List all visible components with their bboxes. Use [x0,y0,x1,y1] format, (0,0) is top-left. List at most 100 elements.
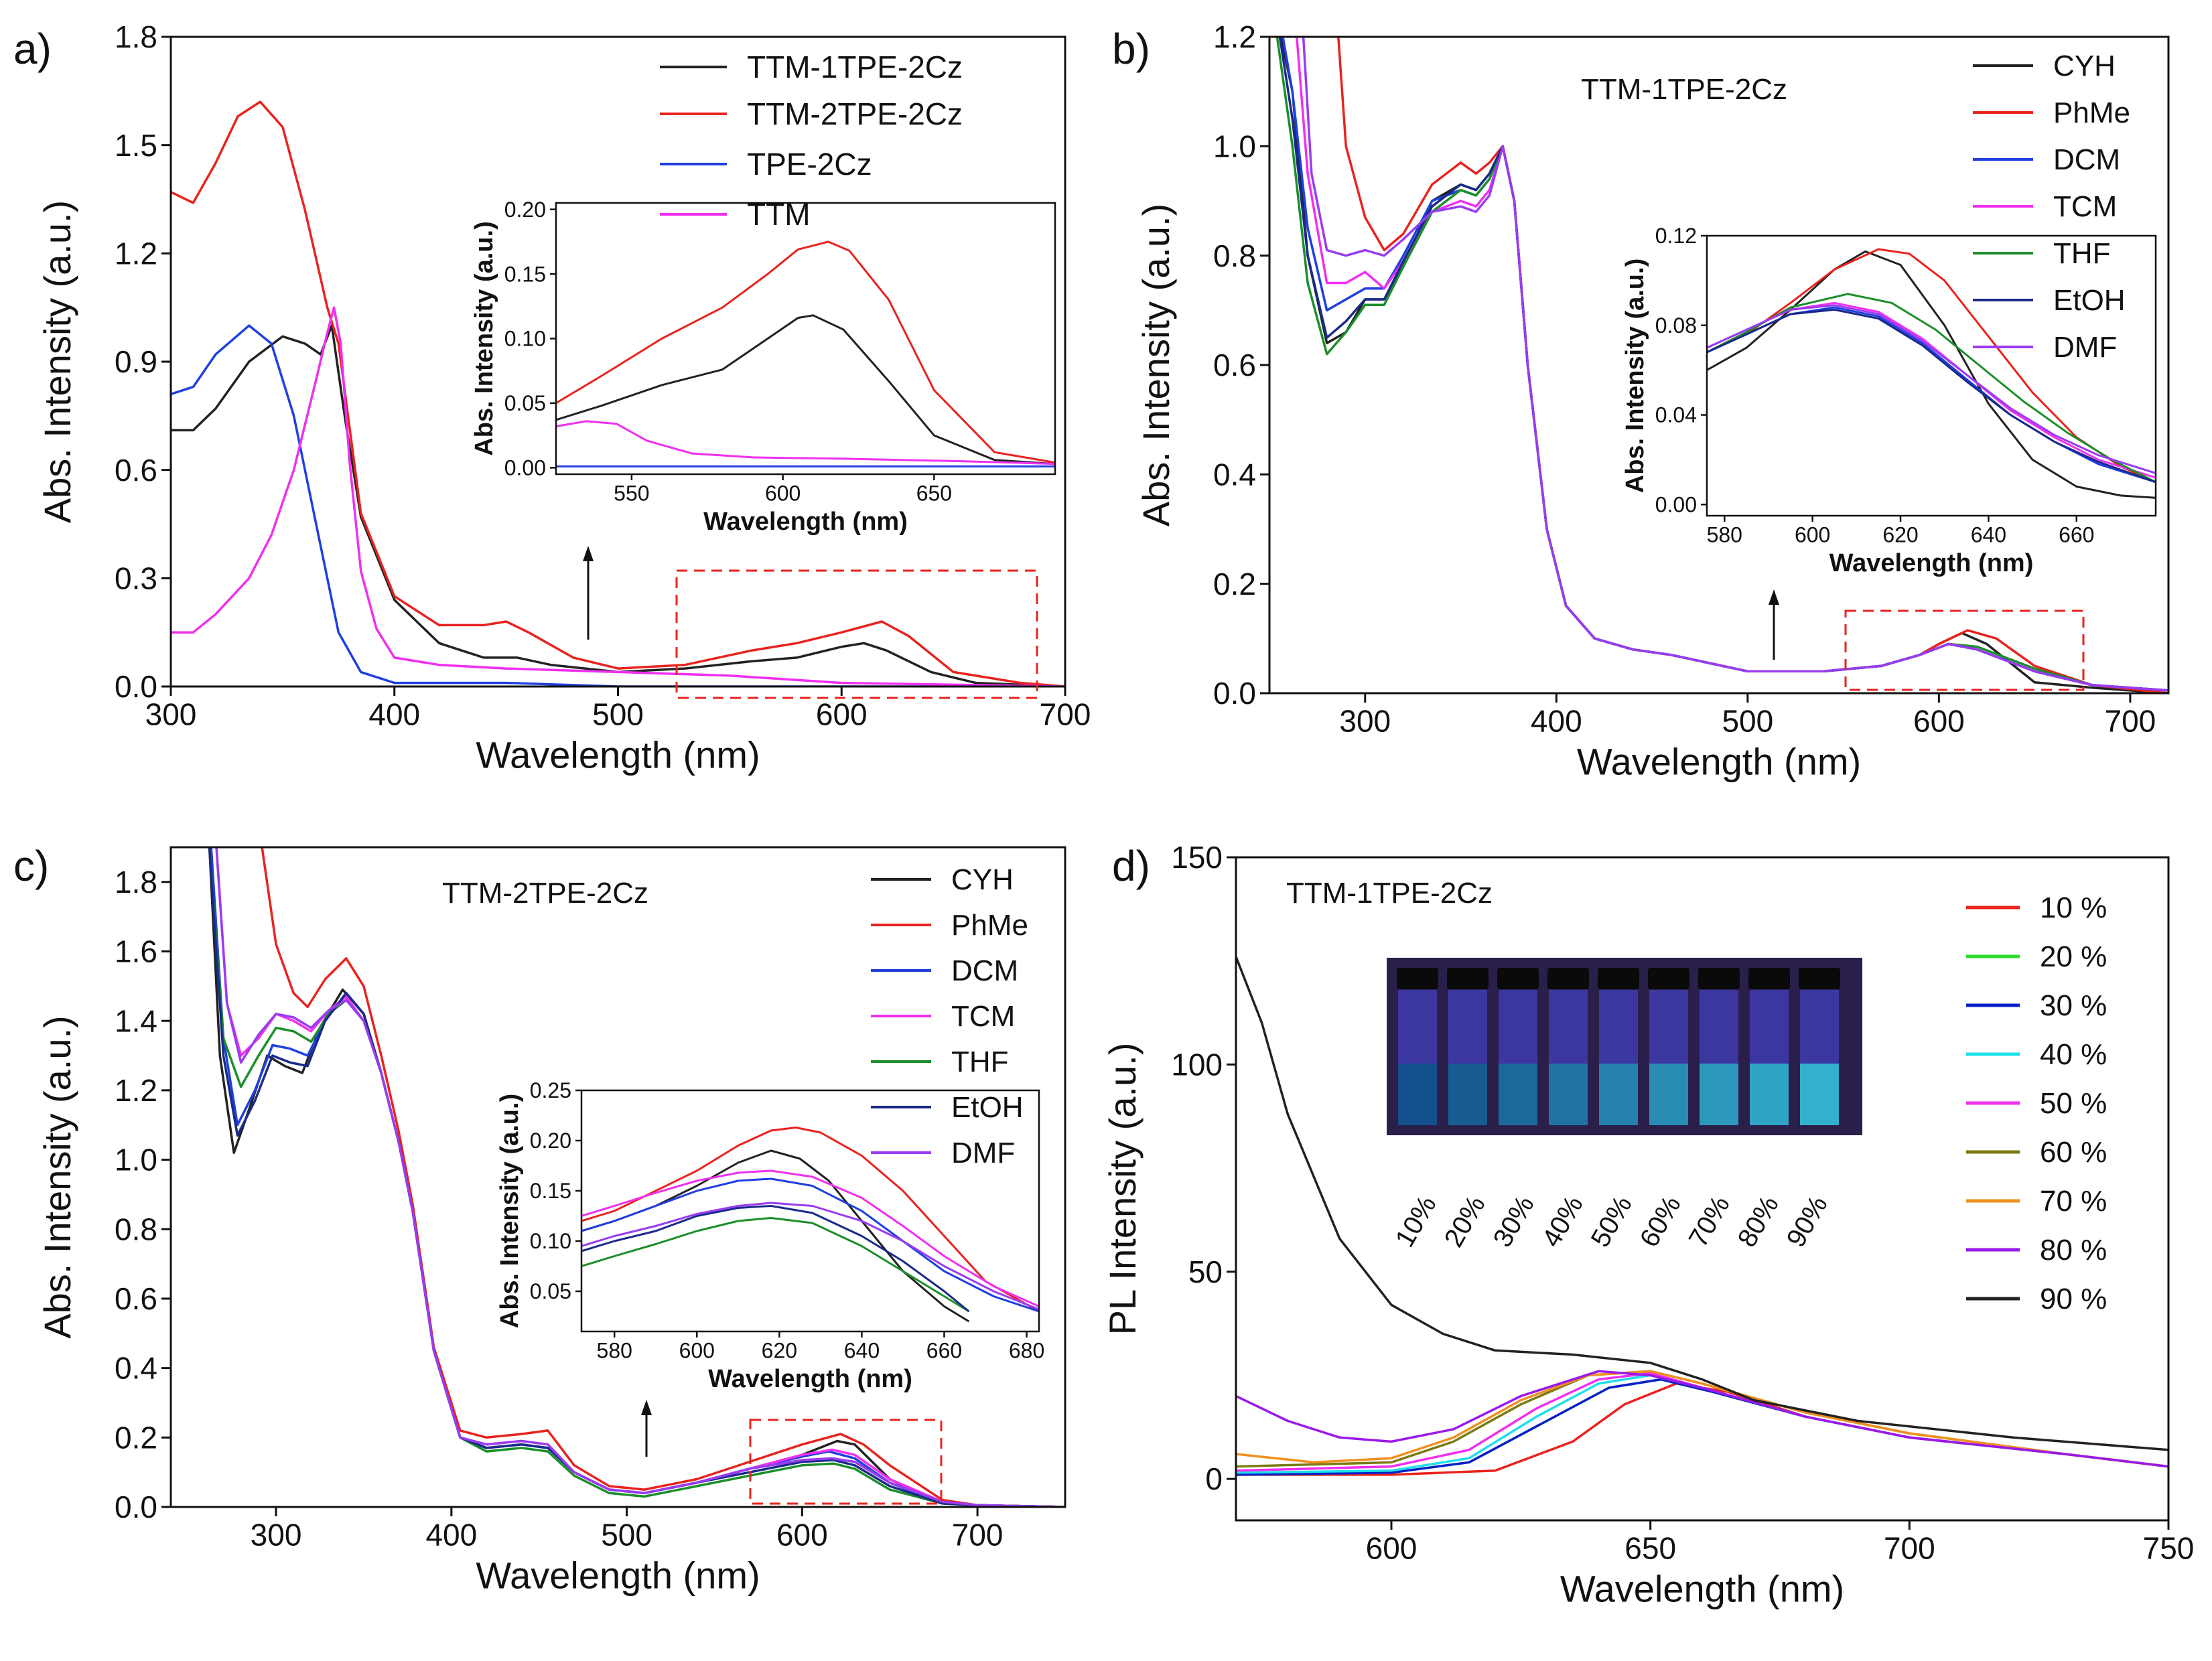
x-axis-label: Wavelength (nm) [1560,1568,1844,1610]
y-tick-label: 0.0 [115,1490,157,1524]
y-tick-label: 0.9 [115,344,157,379]
vial-cap [1598,968,1639,989]
x-tick-label: 500 [1722,704,1773,739]
series-line-tpe-2cz [171,324,1065,687]
plot-frame [169,846,1066,1508]
legend-label: 20 % [2040,940,2107,973]
y-tick-label: 0.05 [504,391,546,415]
x-axis-label: Wavelength (nm) [703,508,908,536]
y-tick-label: 0.0 [115,669,157,704]
vial-solution [1499,1064,1537,1125]
series-line-etoh [208,847,1065,1507]
x-tick-label: 400 [368,697,420,732]
series-line-tcm [581,1169,1039,1307]
photo-label: 90% [1781,1191,1834,1252]
vial-photo [1387,958,1862,1135]
series-line-ttm [171,306,1065,687]
series-line-ttm-1tpe-2cz [171,324,1065,687]
y-axis-label: Abs. Intensity (a.u.) [36,1015,78,1338]
series-line-thf [208,847,1065,1507]
vial [1698,968,1740,1125]
x-tick-label: 750 [2143,1531,2195,1566]
x-tick-label: 300 [1339,704,1391,739]
photo-label: 50% [1586,1191,1638,1252]
x-tick-label: 620 [762,1338,797,1362]
photo-label: 70% [1683,1191,1736,1252]
vial-glass [1549,990,1588,1064]
panel-a-legend: TTM-1TPE-2Cz TTM-2TPE-2Cz TPE-2Cz TTM [660,50,963,232]
series-line-dmf [215,847,1065,1507]
panel-a-zoom-box [675,569,1038,699]
legend-label: 60 % [2040,1136,2107,1169]
y-tick-label: 0.12 [1655,224,1697,248]
vial [1547,968,1589,1125]
x-axis-label: Wavelength (nm) [476,1555,760,1597]
y-tick-label: 0.0 [1213,676,1256,711]
y-tick-label: 1.8 [115,865,157,899]
legend-label: THF [951,1045,1009,1078]
inset-background [581,1090,1039,1331]
inset-plot: 580 600 620 640 660 680 0.05 0.10 0.15 0.20 0.25 Wa… [496,1078,1044,1393]
legend-label: PhMe [2053,96,2130,129]
series-line-dmf [581,1202,1039,1311]
vial-solution [1549,1064,1588,1125]
panel-d-label: d) [1112,842,1150,890]
series-group [1707,248,2156,499]
y-tick-label: 0.00 [1655,492,1697,516]
x-tick-label: 500 [592,697,644,732]
panel-b-arrow-head [1769,589,1779,605]
vial [1598,968,1639,1125]
y-axis-label: Abs. Intensity (a.u.) [470,221,498,455]
y-tick-label: 1.2 [115,236,157,271]
y-tick-label: 150 [1171,840,1223,875]
y-axis-label: Abs. Intensity (a.u.) [1135,204,1177,526]
vial-solution [1700,1064,1738,1125]
vial [1748,968,1790,1125]
panel-c: c) 300 400 500 600 700 0.0 0.2 0.4 0.6 0.8 1.0 1.2 1… [13,842,1066,1597]
inset-background [556,203,1055,474]
plot-frame [1235,856,2170,1522]
panel-b-title: TTM-1TPE-2Cz [1581,73,1787,106]
series-line-dcm [581,1177,1039,1313]
series-group [556,240,1055,467]
series-group [171,100,1065,687]
legend-label: DMF [951,1137,1015,1169]
x-tick-label: 300 [145,697,197,732]
y-tick-label: 0.04 [1655,403,1697,427]
y-tick-label: 0.4 [1213,457,1256,492]
y-tick-label: 0.6 [115,453,157,488]
y-tick-label: 0.6 [115,1281,157,1316]
y-tick-label: 0.20 [504,198,546,222]
y-tick-label: 0.15 [504,262,546,286]
legend-label: 90 % [2040,1283,2107,1315]
series-line-20- [1236,1378,2168,1476]
series-line-90- [1236,956,2168,1451]
x-tick-label: 400 [1531,704,1582,739]
y-tick-label: 0.10 [530,1229,571,1253]
x-tick-label: 600 [765,481,801,505]
x-tick-label: 300 [251,1518,302,1552]
vial-solution [1398,1064,1437,1125]
series-group [208,847,1065,1507]
y-tick-label: 1.5 [115,128,157,163]
vial [1648,968,1689,1125]
panel-c-arrow-head [641,1400,652,1415]
series-group [1236,956,2168,1476]
panel-c-plot: 300 400 500 600 700 0.0 0.2 0.4 0.6 0.8 1.0 1.2 1.4 1… [36,846,1066,1597]
y-tick-label: 1.2 [115,1073,157,1108]
x-tick-label: 500 [601,1518,652,1552]
photo-label: 80% [1732,1191,1785,1252]
photo-labels: 10% 20% 30% 40% 50% 60% 70% 80% 90% [1390,1191,1834,1252]
y-tick-label: 0.2 [115,1420,157,1455]
inset-background [1707,236,2156,516]
vial-cap [1397,968,1438,989]
y-tick-label: 0.10 [504,327,546,351]
y-tick-label: 0.25 [530,1078,571,1102]
series-group [581,1127,1039,1323]
y-tick-label: 0.6 [1213,348,1256,382]
plot-frame [580,1089,1040,1333]
series-group [1275,37,2168,693]
y-tick-label: 0.00 [504,456,546,480]
series-line-etoh [1707,308,2156,484]
